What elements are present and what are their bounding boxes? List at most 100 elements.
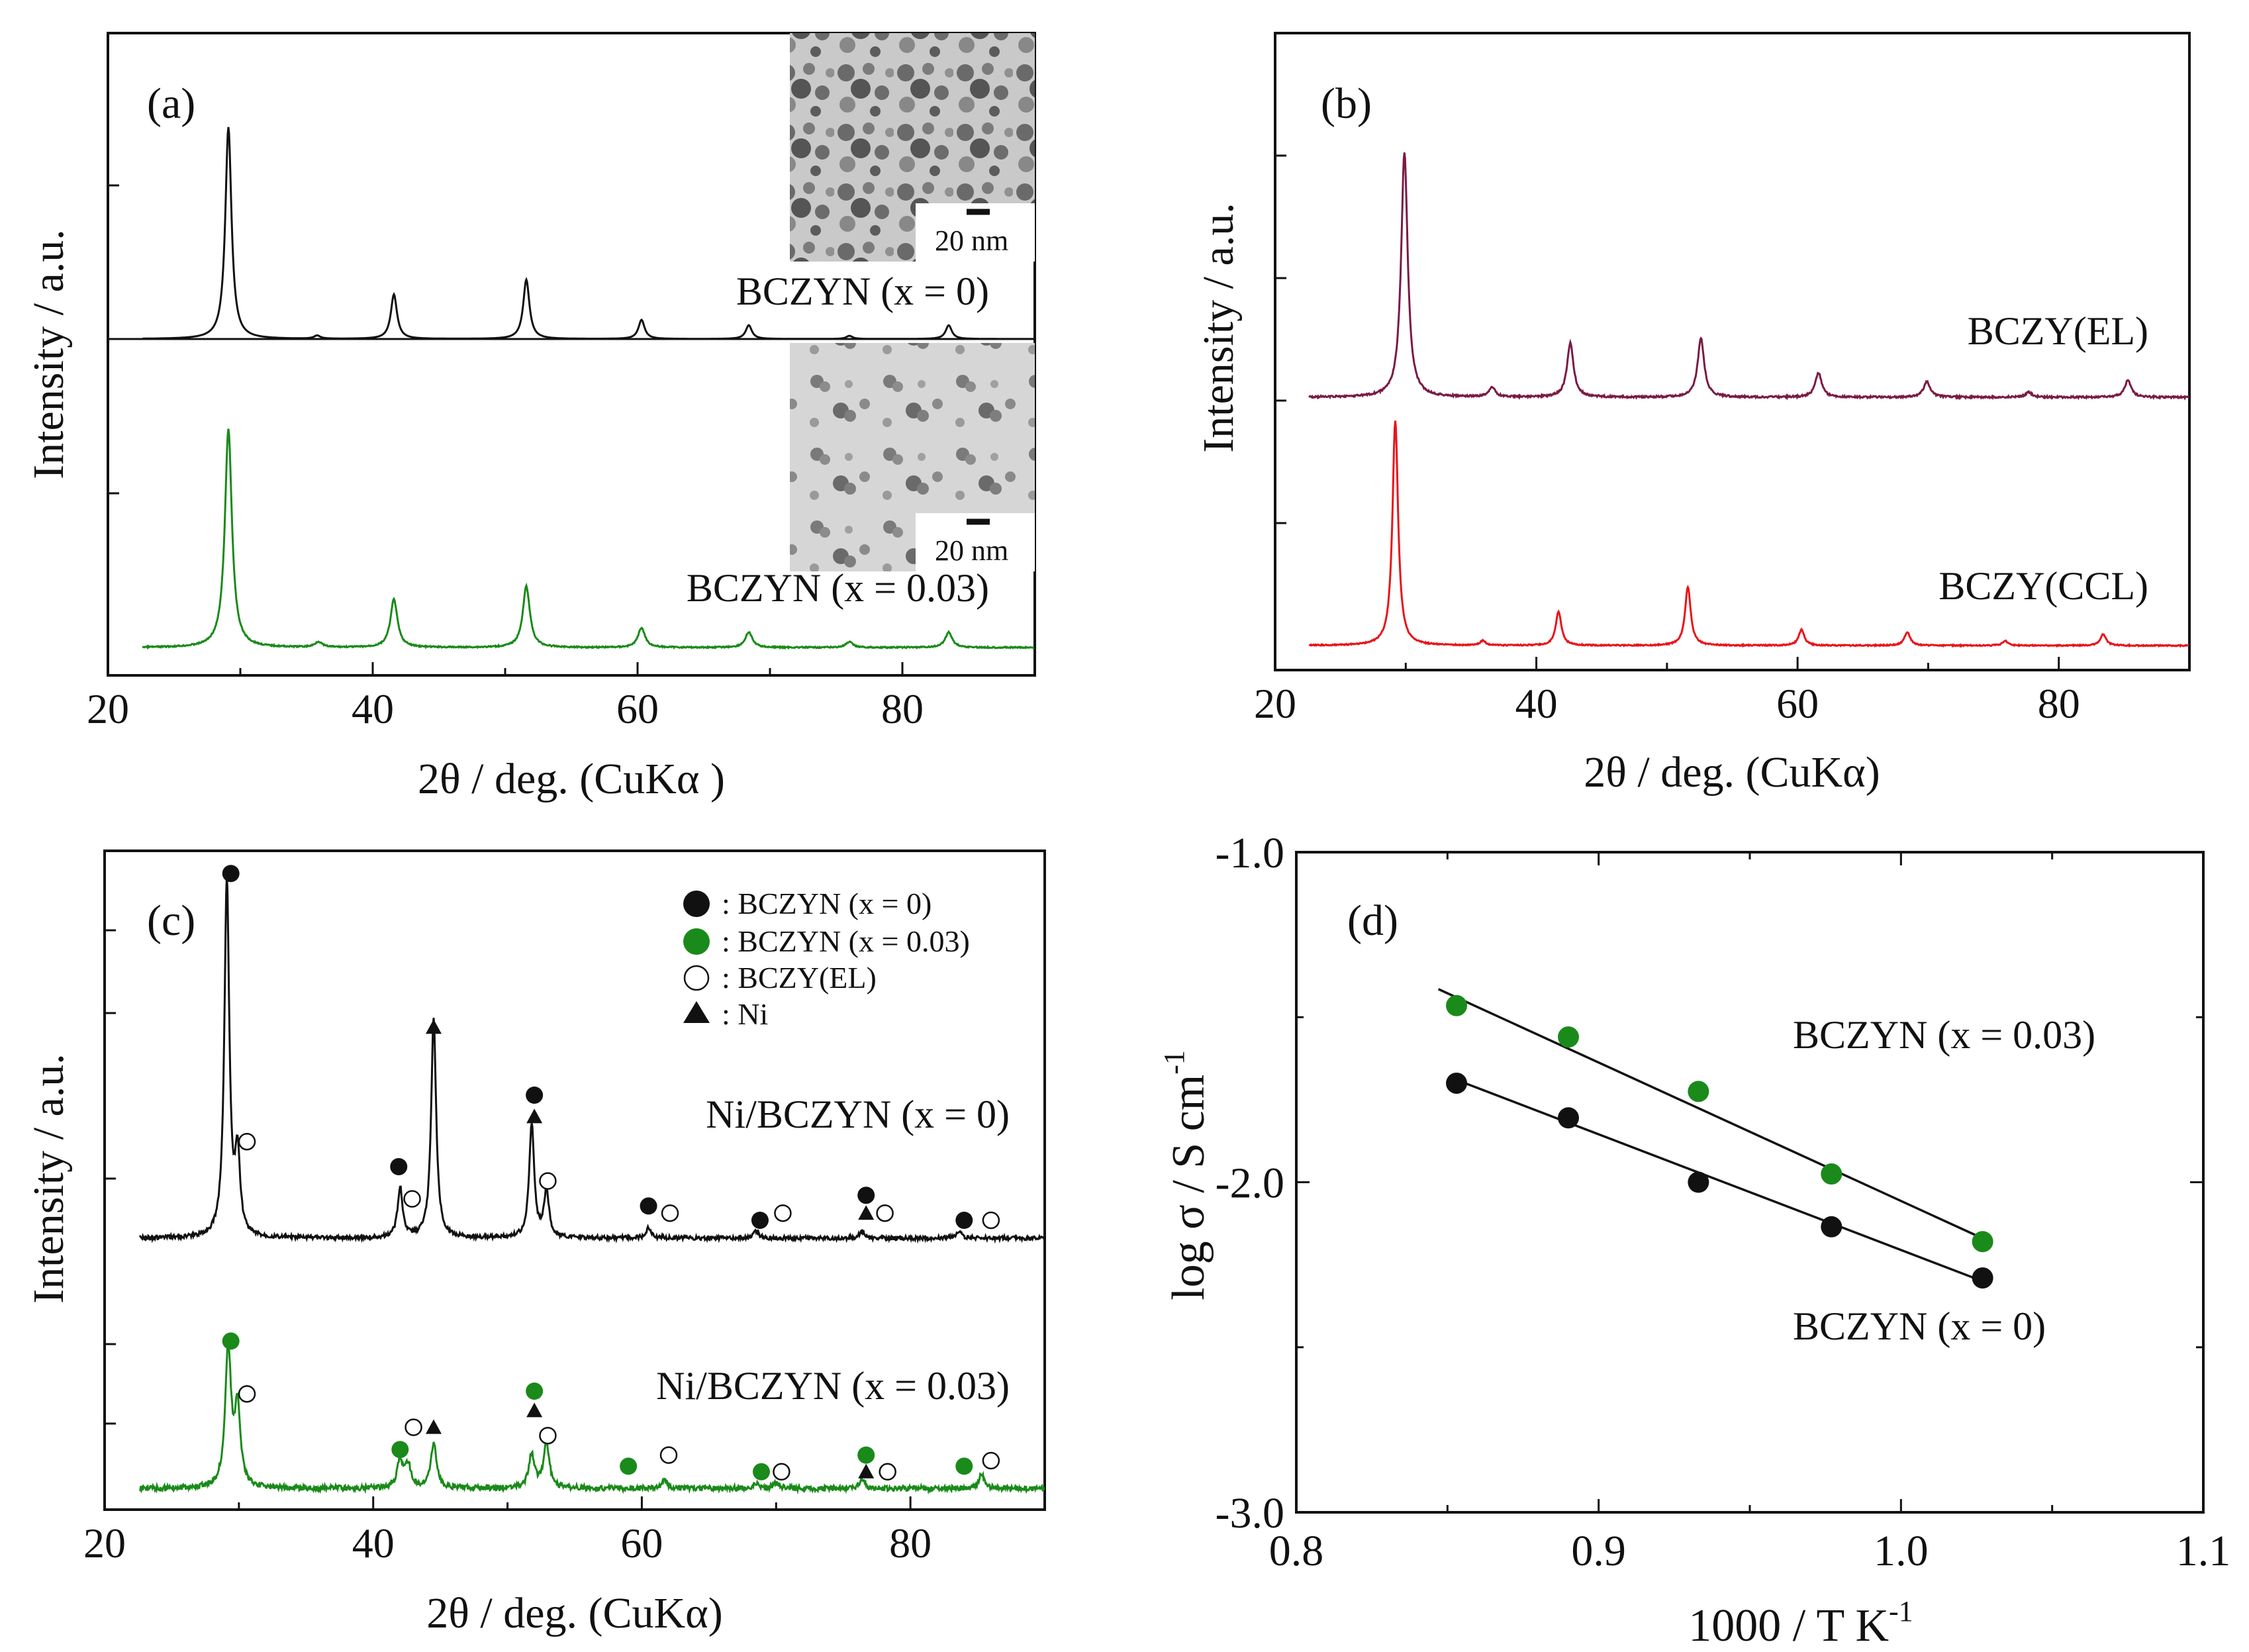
series-label-bczyn-x003: BCZYN (x = 0.03) [1793, 1013, 2095, 1057]
data-point-0-4 [1972, 1231, 1993, 1253]
panel-a-ylabel: Intensity / a.u. [24, 229, 73, 479]
legend-marker-bczy-el [683, 965, 710, 991]
panel-b-ylabel: Intensity / a.u. [1194, 203, 1243, 453]
xtick-label-20: 20 [1254, 680, 1296, 727]
xtick-label-40: 40 [352, 1520, 395, 1567]
phase-marker-open-circle [403, 1190, 421, 1208]
xtick-label-80: 80 [881, 685, 924, 732]
phase-marker-open-circle [539, 1426, 557, 1445]
phase-marker-open-circle [238, 1132, 256, 1151]
panel-c-frame [103, 850, 1046, 1511]
phase-marker-open-circle [774, 1204, 792, 1222]
phase-marker-open-circle [773, 1463, 790, 1481]
panel-d-ylabel-main: log σ / S cm [1163, 1075, 1214, 1300]
panel-a-label: (a) [147, 79, 195, 128]
phase-marker-filled-circle [526, 1383, 544, 1400]
panel-d-ylabel-sup: -1 [1158, 1050, 1190, 1075]
trace-bczy-ccl [1309, 420, 2189, 648]
panel-d-xlabel: 1000 / T K-1 [1688, 1595, 1913, 1651]
phase-marker-triangle [426, 1419, 442, 1434]
legend-label-bczy-el: : BCZY(EL) [722, 961, 877, 995]
fit-line-1 [1456, 1079, 1984, 1283]
panel-c-traces [138, 874, 1045, 1495]
panel-a-yticks [108, 184, 119, 495]
data-point-1-0 [1446, 1072, 1468, 1094]
phase-marker-filled-circle [955, 1212, 973, 1229]
panel-c-yticks [105, 929, 116, 1425]
panel-d-ylabel: log σ / S cm-1 [1158, 1050, 1214, 1300]
legend-marker-bczyn-x0 [683, 891, 710, 917]
xtick-label-40: 40 [1515, 680, 1558, 727]
data-point-0-2 [1688, 1081, 1709, 1102]
phase-marker-filled-circle [857, 1187, 875, 1204]
panel-a-xlabel: 2θ / deg. (CuKα ) [418, 755, 725, 803]
phase-marker-open-circle [876, 1204, 894, 1222]
panel-d-xlabel-sup: -1 [1889, 1595, 1913, 1628]
phase-marker-filled-circle [391, 1441, 409, 1459]
phase-marker-filled-circle [526, 1087, 544, 1104]
trace-label-ni-bczyn-x003: Ni/BCZYN (x = 0.03) [656, 1364, 1010, 1408]
d-xtick-label-1.1: 1.1 [2176, 1527, 2231, 1575]
panel-c-label: (c) [147, 897, 195, 945]
panel-c-xlabel: 2θ / deg. (CuKα) [426, 1589, 722, 1637]
phase-marker-open-circle [539, 1172, 557, 1190]
xtick-label-40: 40 [352, 685, 394, 732]
phase-marker-open-circle [982, 1211, 1000, 1230]
d-ytick-label--3.0: -3.0 [1216, 1489, 1284, 1537]
trace-ni-bczyn-x003 [138, 1338, 1045, 1495]
panel-b: 20 40 60 80 (b) BCZY(EL) BCZY(CCL) 2θ / deg… [1194, 32, 2191, 797]
trace-ni-bczyn-x0 [138, 874, 1045, 1244]
xtick-label-80: 80 [2038, 680, 2080, 727]
panel-d-axes: 0.8 0.9 1.0 1.1 -1.0 -2.0 -3.0 [1216, 829, 2231, 1575]
legend-label-bczyn-x0: : BCZYN (x = 0) [722, 887, 932, 920]
phase-marker-open-circle [661, 1204, 679, 1222]
data-point-0-0 [1446, 995, 1468, 1016]
phase-marker-open-circle [238, 1385, 256, 1403]
phase-marker-open-circle [879, 1463, 896, 1481]
data-point-1-1 [1558, 1107, 1579, 1129]
xtick-label-60: 60 [616, 685, 659, 732]
panel-a-xticks: 20 40 60 80 [87, 662, 924, 732]
data-point-0-3 [1821, 1163, 1842, 1185]
panel-b-xlabel: 2θ / deg. (CuKα) [1584, 748, 1880, 797]
phase-marker-triangle [426, 1019, 442, 1034]
legend-label-ni: : Ni [722, 997, 768, 1031]
phase-marker-open-circle [982, 1451, 1000, 1470]
panel-d-fit-lines [1437, 988, 1984, 1283]
panel-c-xticks: 20 40 60 80 [83, 1496, 932, 1567]
trace-label-bczy-el: BCZY(EL) [1968, 309, 2148, 353]
legend-marker-ni [683, 1001, 710, 1023]
data-point-1-4 [1972, 1267, 1993, 1289]
phase-marker-filled-circle [640, 1197, 657, 1215]
phase-marker-filled-circle [222, 1332, 240, 1350]
phase-marker-triangle [526, 1108, 543, 1124]
panel-a: 20 40 60 80 (a) 20 nm 20 nm BCZYN (x = 0) B… [24, 32, 1036, 803]
panel-b-label: (b) [1321, 79, 1372, 128]
phase-marker-filled-circle [620, 1457, 638, 1475]
phase-marker-triangle [858, 1463, 875, 1479]
data-point-0-1 [1558, 1026, 1579, 1048]
d-ytick-label--2.0: -2.0 [1216, 1159, 1284, 1208]
phase-marker-filled-circle [752, 1463, 770, 1481]
phase-marker-open-circle [659, 1446, 678, 1464]
panel-c-ylabel: Intensity / a.u. [24, 1053, 73, 1304]
panel-c-legend: : BCZYN (x = 0) : BCZYN (x = 0.03) : BCZ… [683, 887, 970, 1031]
phase-marker-triangle [858, 1205, 875, 1220]
panel-c-phase-markers [222, 865, 1000, 1481]
data-point-1-3 [1821, 1216, 1842, 1238]
trace-label-bczyn-x003: BCZYN (x = 0.03) [687, 566, 989, 610]
panel-b-frame [1274, 32, 2191, 671]
trace-label-bczy-ccl: BCZY(CCL) [1938, 564, 2148, 608]
panel-b-traces [1308, 152, 2190, 648]
legend-label-bczyn-x003: : BCZYN (x = 0.03) [722, 924, 970, 958]
xtick-label-20: 20 [83, 1520, 126, 1567]
d-ytick-label--1.0: -1.0 [1216, 829, 1284, 877]
phase-marker-filled-circle [857, 1446, 875, 1464]
phase-marker-open-circle [405, 1418, 422, 1436]
panel-a-traces [142, 126, 1035, 650]
data-point-1-2 [1688, 1171, 1709, 1193]
series-label-bczyn-x0: BCZYN (x = 0) [1793, 1304, 2046, 1348]
legend-marker-bczyn-x003 [683, 928, 710, 955]
d-xtick-label-0.9: 0.9 [1571, 1527, 1626, 1575]
